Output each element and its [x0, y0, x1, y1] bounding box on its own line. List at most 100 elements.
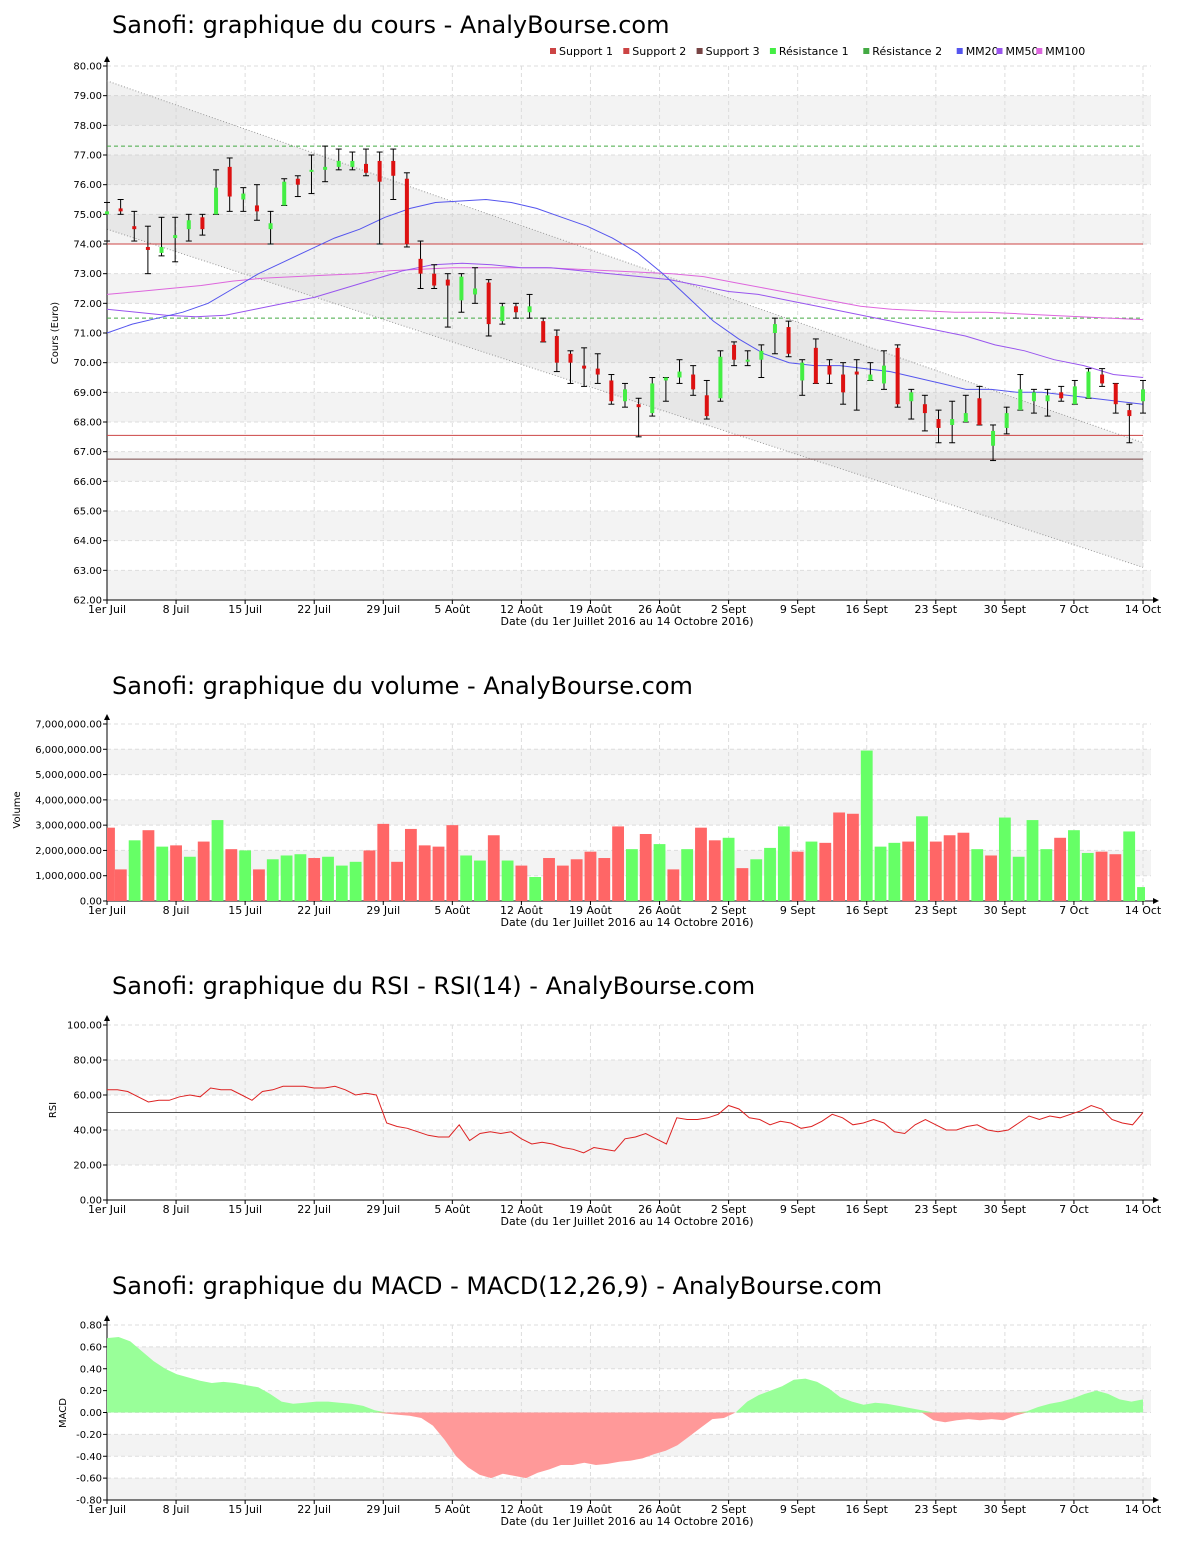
- y-tick-label: 80.00: [73, 62, 102, 73]
- volume-bar: [446, 825, 459, 901]
- grid-band: [107, 214, 1151, 244]
- y-tick-label: 71.00: [73, 329, 102, 340]
- grid-band: [107, 155, 1151, 185]
- candle-body: [486, 282, 491, 325]
- x-tick-label: 23 Sept: [915, 1203, 958, 1216]
- volume-bar: [322, 856, 334, 901]
- x-tick-label: 15 Juil: [228, 1503, 262, 1516]
- y-tick-label: 80.00: [73, 1056, 102, 1067]
- legend-entry: Support 1: [559, 45, 613, 58]
- y-tick-label: -0.40: [76, 1452, 102, 1463]
- volume-bar: [266, 859, 279, 901]
- x-tick-label: 19 Août: [569, 1203, 613, 1216]
- candle-body: [636, 404, 641, 408]
- y-tick-label: 79.00: [73, 91, 102, 102]
- candle-body: [1086, 371, 1091, 399]
- candle-body: [309, 169, 314, 172]
- x-tick-label: 8 Juil: [163, 1203, 190, 1216]
- candle-body: [1113, 383, 1118, 405]
- candle-body: [1004, 413, 1009, 428]
- candle-body: [963, 413, 968, 422]
- volume-bar: [404, 828, 417, 901]
- candle-body: [704, 395, 709, 417]
- volume-bar: [543, 858, 555, 901]
- y-tick-label: 0.00: [80, 1408, 102, 1419]
- volume-bar: [667, 869, 680, 901]
- x-tick-label: 22 Juil: [297, 1203, 331, 1216]
- mm20-line: [106, 198, 1144, 405]
- candle-body: [295, 178, 300, 185]
- candle-body: [800, 362, 805, 381]
- candle-body: [623, 389, 627, 402]
- y-tick-label: -0.60: [76, 1474, 102, 1485]
- candle-body: [568, 353, 573, 363]
- y-tick-label: 3,000,000.00: [35, 821, 102, 832]
- volume-bar: [1040, 849, 1053, 901]
- y-tick-label: 40.00: [73, 1126, 102, 1137]
- candle-body: [991, 430, 996, 446]
- volume-bar: [1137, 887, 1145, 901]
- y-tick-label: 72.00: [73, 299, 102, 310]
- volume-bar: [929, 841, 942, 901]
- legend-swatch: [956, 48, 963, 54]
- grid-band: [107, 511, 1151, 541]
- grid-band: [107, 1130, 1151, 1165]
- candle-body: [118, 208, 123, 212]
- y-tick-label: 20.00: [73, 1161, 102, 1172]
- x-tick-label: 1er Juil: [88, 904, 126, 917]
- x-tick-label: 7 Oct: [1059, 1203, 1089, 1216]
- x-tick-label: 23 Sept: [915, 904, 958, 917]
- candle-body: [432, 273, 437, 286]
- y-tick-label: 100.00: [67, 1021, 102, 1032]
- mm50-line: [106, 262, 1144, 378]
- candle-body: [554, 335, 559, 363]
- volume-bar: [1054, 837, 1067, 901]
- macd-positive-area: [107, 1337, 1143, 1413]
- grid-band: [107, 451, 1151, 482]
- legend-entry: MM50: [1006, 45, 1039, 58]
- candle-body: [132, 226, 137, 230]
- macd-negative-area: [107, 1412, 1143, 1479]
- x-axis-arrow: [1153, 1497, 1159, 1503]
- x-tick-label: 26 Août: [638, 1203, 682, 1216]
- y-tick-label: 68.00: [73, 418, 102, 429]
- candle-body: [882, 365, 886, 384]
- volume-bar: [529, 876, 542, 901]
- candle-body: [377, 160, 382, 182]
- y-tick-label: 67.00: [73, 447, 102, 458]
- x-tick-label: 14 Oct: [1125, 1203, 1162, 1216]
- y-tick-label: 70.00: [73, 358, 102, 369]
- candle-body: [145, 246, 150, 250]
- y-tick-label: 6,000,000.00: [35, 745, 102, 756]
- x-tick-label: 1er Juil: [88, 1503, 126, 1516]
- volume-bar: [156, 846, 169, 901]
- x-tick-label: 22 Juil: [297, 1503, 331, 1516]
- volume-bar: [308, 858, 321, 901]
- y-tick-label: 5,000,000.00: [35, 770, 102, 781]
- candle-body: [732, 344, 737, 360]
- y-tick-label: 0.00: [80, 1196, 102, 1207]
- volume-bar: [612, 826, 624, 901]
- candle-body: [254, 205, 259, 212]
- x-tick-label: 7 Oct: [1059, 603, 1089, 616]
- x-tick-label: 12 Août: [500, 904, 544, 917]
- x-tick-label: 1er Juil: [88, 603, 126, 616]
- x-tick-label: 14 Oct: [1125, 1503, 1162, 1516]
- candle-body: [268, 223, 273, 230]
- x-tick-label: 5 Août: [434, 1203, 471, 1216]
- x-tick-label: 16 Sept: [845, 1203, 888, 1216]
- candle-body: [786, 327, 791, 354]
- y-tick-label: 74.00: [73, 240, 102, 251]
- x-axis-arrow: [1153, 1197, 1159, 1203]
- candle-body: [364, 163, 368, 173]
- x-axis-label: Date (du 1er Juillet 2016 au 14 Octobre …: [500, 1515, 753, 1528]
- x-tick-label: 15 Juil: [228, 1203, 262, 1216]
- macd-chart: 0.80 0.60 0.40 0.20 0.00 -0.20 -0.40 -0.60 -0.80…: [58, 1315, 1162, 1528]
- candle-body: [227, 166, 232, 197]
- candle-body: [541, 321, 546, 342]
- candle-body: [936, 419, 941, 428]
- candle-body: [513, 306, 518, 313]
- y-axis-label: MACD: [58, 1398, 69, 1428]
- x-tick-label: 2 Sept: [711, 1203, 747, 1216]
- x-tick-label: 14 Oct: [1125, 904, 1162, 917]
